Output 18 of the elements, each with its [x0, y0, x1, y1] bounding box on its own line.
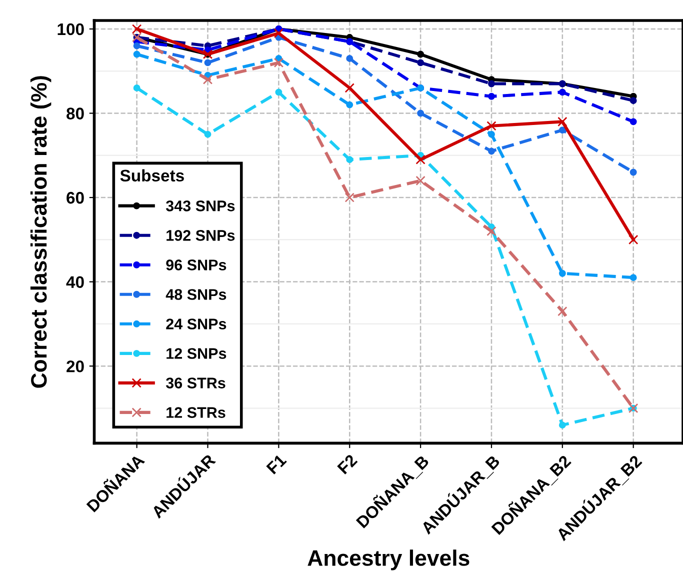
y-tick-label: 100 [58, 23, 84, 36]
legend-title: Subsets [120, 169, 184, 182]
x-tick-label: F2 [336, 454, 358, 474]
legend-label: 96 SNPs [166, 260, 226, 270]
legend-label: 12 SNPs [166, 348, 226, 359]
legend-label: 48 SNPs [166, 289, 226, 300]
y-tick-label: 40 [66, 276, 84, 288]
legend-label: 192 SNPs [166, 230, 235, 241]
legend-label: 24 SNPs [166, 318, 226, 330]
y-axis-title: Correct classification rate (%) [30, 76, 52, 388]
y-tick-label: 60 [66, 192, 84, 204]
x-tick-label: F1 [266, 454, 287, 474]
y-tick-label: 20 [66, 360, 84, 372]
y-tick-label: 80 [66, 108, 84, 120]
x-axis-title: Ancestry levels [308, 550, 470, 570]
legend-label: 36 STRs [166, 378, 226, 388]
legend-label: 343 SNPs [166, 200, 235, 212]
legend-label: 12 STRs [166, 407, 226, 418]
